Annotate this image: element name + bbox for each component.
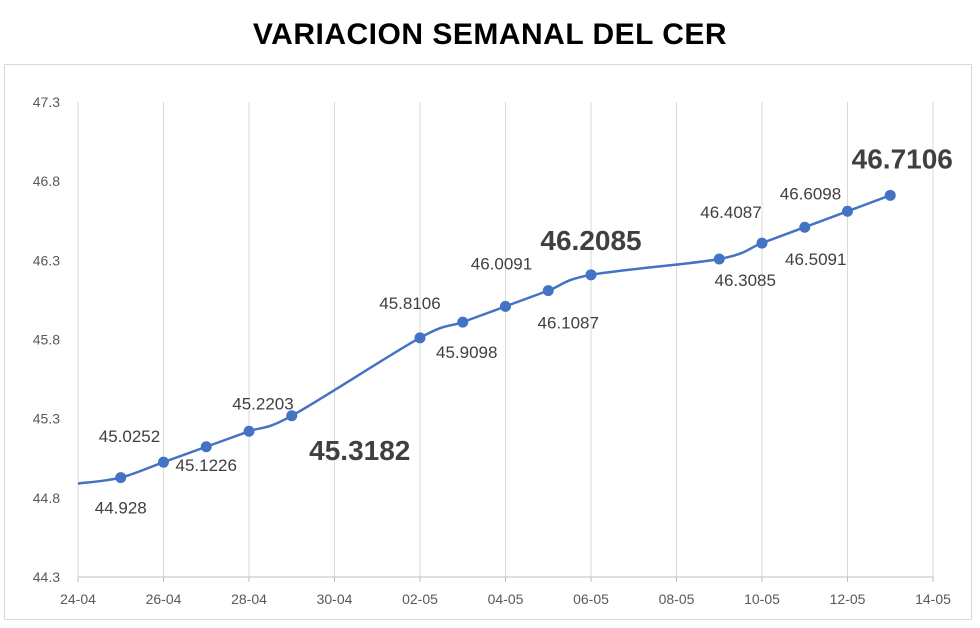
data-label: 45.2203 [232, 394, 293, 413]
data-point [414, 332, 426, 344]
data-label: 46.4087 [700, 203, 761, 222]
data-point [585, 269, 597, 281]
x-tick-label: 10-05 [744, 591, 780, 607]
data-label-highlight: 46.2085 [540, 225, 641, 256]
chart-title: VARIACION SEMANAL DEL CER [252, 18, 728, 51]
y-tick-label: 44.8 [33, 490, 60, 506]
data-label: 46.5091 [785, 250, 846, 269]
data-label: 45.9098 [436, 343, 497, 362]
x-tick-label: 12-05 [830, 591, 866, 607]
x-tick-label: 26-04 [146, 591, 182, 607]
data-point [799, 221, 811, 233]
data-point [713, 253, 725, 265]
data-label: 45.1226 [176, 456, 237, 475]
y-tick-label: 46.3 [33, 252, 60, 268]
data-point [842, 205, 853, 217]
data-point [115, 472, 127, 484]
x-tick-label: 02-05 [402, 591, 438, 607]
chart-frame [4, 64, 972, 620]
x-tick-label: 04-05 [488, 591, 524, 607]
data-label: 46.3085 [715, 271, 776, 290]
y-tick-label: 47.3 [33, 94, 60, 110]
x-tick-label: 24-04 [60, 591, 96, 607]
data-point [500, 300, 511, 312]
data-point [286, 410, 298, 422]
data-point [158, 456, 169, 468]
y-tick-label: 45.3 [33, 411, 60, 427]
data-point [884, 189, 896, 201]
series-line [77, 194, 891, 485]
data-point [756, 237, 768, 249]
data-point [243, 425, 255, 437]
y-tick-label: 44.3 [33, 569, 60, 585]
data-label: 46.6098 [780, 184, 841, 203]
data-label-highlight: 46.7106 [852, 143, 953, 174]
x-tick-label: 28-04 [231, 591, 267, 607]
data-label: 46.0091 [471, 254, 532, 273]
data-point [542, 285, 554, 297]
data-label: 44.928 [95, 499, 147, 518]
x-tick-label: 30-04 [317, 591, 353, 607]
y-tick-label: 45.8 [33, 332, 60, 348]
x-tick-label: 14-05 [915, 591, 951, 607]
data-label: 46.1087 [538, 314, 599, 333]
x-tick-label: 06-05 [573, 591, 609, 607]
data-label: 45.8106 [379, 294, 440, 313]
x-tick-label: 08-05 [659, 591, 695, 607]
data-point [457, 316, 469, 328]
y-tick-label: 46.8 [33, 173, 60, 189]
data-label-highlight: 45.3182 [309, 435, 410, 466]
data-point [200, 441, 212, 453]
data-label: 45.0252 [99, 427, 160, 446]
